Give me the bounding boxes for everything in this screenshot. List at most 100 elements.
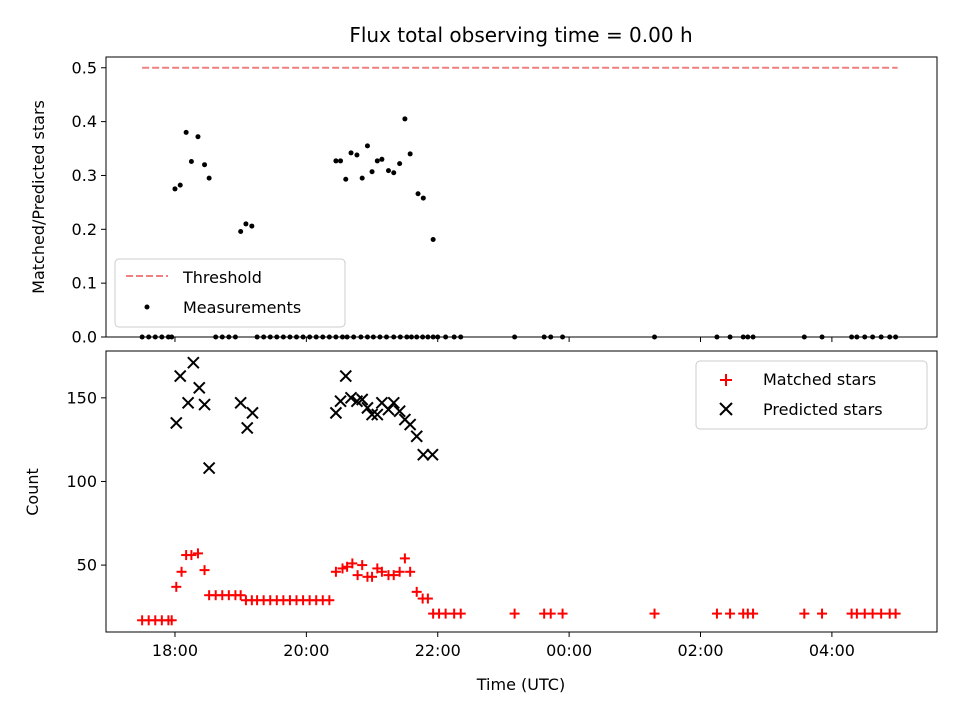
measurement-point (358, 334, 364, 340)
legend-measurements-label: Measurements (183, 298, 301, 317)
measurement-point (338, 158, 344, 164)
bottom-y-ticks: 50 100 150 (66, 388, 106, 575)
measurement-point (354, 152, 360, 158)
measurement-point (391, 334, 397, 340)
measurement-point (159, 334, 165, 340)
measurement-point (370, 334, 376, 340)
matched-star-point (376, 566, 387, 577)
top-panel: Matched/Predicted stars 0.00.10.20.30.40… (29, 56, 938, 347)
matched-star-point (367, 571, 378, 582)
matched-star-point (411, 586, 422, 597)
measurement-point (320, 334, 326, 340)
measurement-point (408, 334, 414, 340)
predicted-star-point (170, 416, 183, 430)
matched-star-point (347, 558, 358, 569)
matched-star-point (509, 608, 520, 619)
measurement-point (430, 334, 436, 340)
measurement-point (887, 334, 893, 340)
measurement-point (183, 129, 189, 135)
bottom-y-axis-label: Count (23, 468, 42, 516)
measurement-point (307, 334, 313, 340)
predicted-star-point (417, 448, 430, 461)
matched-star-point (186, 550, 197, 561)
top-y-ticks: 0.0 0.1 0.2 0.3 0.4 0.5 (72, 58, 833, 347)
measurement-point (195, 134, 201, 140)
x-tick-label: 02:00 (677, 641, 723, 660)
bottom-plot-frame (105, 350, 938, 633)
measurement-point (404, 334, 410, 340)
x-tick-label: 22:00 (415, 641, 461, 660)
predicted-star-point (187, 356, 200, 369)
x-tick-label: 20:00 (283, 641, 329, 660)
matched-star-point (171, 581, 182, 592)
top-legend: Threshold Measurements (114, 258, 346, 328)
predicted-star-point (410, 430, 423, 443)
bottom-y-tick-label: 150 (66, 388, 97, 407)
measurement-point (374, 158, 380, 164)
predicted-star-point (371, 408, 384, 421)
legend-predicted-swatch (719, 402, 733, 416)
measurement-point (254, 334, 260, 340)
measurement-point (750, 334, 756, 340)
legend-predicted-label: Predicted stars (763, 400, 883, 419)
measurement-point (560, 334, 566, 340)
measurement-point (300, 334, 306, 340)
measurement-point (425, 334, 431, 340)
measurement-point (344, 334, 350, 340)
measurement-point (727, 334, 733, 340)
measurement-point (249, 223, 255, 229)
matched-star-point (324, 595, 335, 606)
measurement-point (458, 334, 464, 340)
bottom-panel: Count Time (UTC) 50 100 150 18:00 20:00 22:0… (23, 350, 938, 694)
measurement-point (369, 169, 375, 175)
x-axis-label: Time (UTC) (476, 675, 565, 694)
predicted-star-point (387, 396, 400, 410)
matched-star-point (422, 593, 433, 604)
predicted-star-point (403, 418, 417, 431)
measurement-point (343, 176, 349, 182)
matched-star-point (725, 608, 736, 619)
measurement-point (878, 334, 884, 340)
matched-star-point (166, 615, 177, 626)
measurement-point (420, 334, 426, 340)
matched-star-point (405, 566, 416, 577)
measurement-point (430, 237, 436, 243)
top-y-tick-label: 0.2 (72, 220, 97, 239)
matched-star-point (399, 553, 410, 564)
predicted-star-point (193, 381, 206, 395)
measurement-point (443, 334, 449, 340)
matched-star-point (235, 590, 246, 601)
predicted-star-point (393, 405, 406, 418)
measurement-point (819, 334, 825, 340)
predicted-star-point (382, 403, 395, 416)
matched-star-point (440, 608, 451, 619)
matched-star-point (799, 608, 810, 619)
measurement-point (407, 151, 413, 157)
measurement-point (870, 334, 876, 340)
matched-star-point (330, 566, 341, 577)
measurement-point (313, 334, 319, 340)
measurement-point (415, 191, 421, 197)
matched-star-point (342, 561, 353, 572)
measurement-point (146, 334, 152, 340)
matched-star-point (199, 565, 210, 576)
measurement-point (213, 334, 219, 340)
x-tick-label: 00:00 (546, 641, 592, 660)
predicted-star-point (339, 369, 352, 383)
measurement-point (333, 158, 339, 164)
measurement-point (206, 175, 212, 181)
measurement-point (397, 161, 403, 167)
measurement-point (339, 334, 345, 340)
predicted-star-point (241, 421, 254, 435)
measurement-point (435, 334, 441, 340)
matched-star-point (394, 566, 405, 577)
measurement-point (351, 334, 357, 340)
top-y-tick-label: 0.5 (72, 58, 97, 77)
matched-star-point (352, 570, 363, 581)
top-plot-frame (105, 56, 938, 338)
measurement-point (548, 334, 554, 340)
measurement-point (267, 334, 273, 340)
measurement-point (202, 162, 208, 168)
measurement-point (294, 334, 300, 340)
matched-star-point (545, 608, 556, 619)
